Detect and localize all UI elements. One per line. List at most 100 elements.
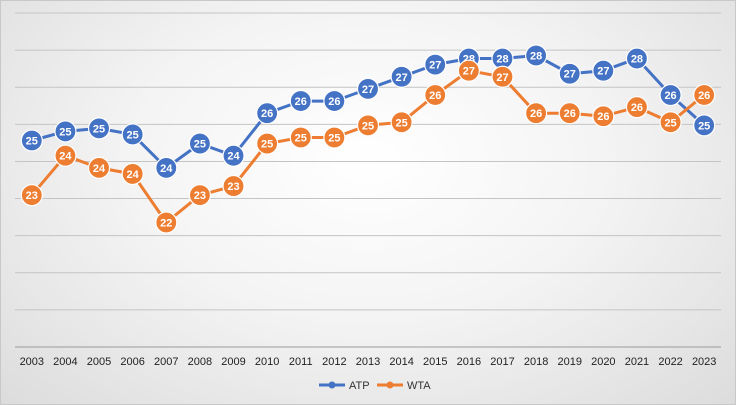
data-point bbox=[54, 144, 77, 167]
data-point bbox=[424, 53, 447, 76]
x-tick-label: 2010 bbox=[255, 356, 279, 368]
legend-label: ATP bbox=[349, 380, 370, 392]
data-point bbox=[693, 114, 716, 137]
data-point bbox=[20, 184, 43, 207]
data-label: 25 bbox=[395, 117, 407, 129]
legend-marker bbox=[328, 381, 336, 389]
data-label: 23 bbox=[194, 190, 206, 202]
x-tick-label: 2009 bbox=[221, 356, 245, 368]
data-label: 24 bbox=[160, 163, 173, 175]
data-point bbox=[524, 44, 548, 67]
data-label: 27 bbox=[362, 84, 374, 96]
legend: ATP WTA bbox=[319, 380, 431, 392]
data-point bbox=[87, 156, 111, 179]
x-tick-label: 2007 bbox=[154, 356, 178, 368]
data-label: 28 bbox=[631, 54, 643, 66]
data-label: 26 bbox=[429, 90, 441, 102]
data-label: 25 bbox=[127, 129, 139, 141]
x-tick-label: 2023 bbox=[692, 356, 716, 368]
data-point bbox=[524, 102, 548, 125]
data-label: 24 bbox=[127, 169, 140, 181]
data-point bbox=[693, 83, 716, 107]
data-label: 27 bbox=[597, 66, 609, 78]
data-point bbox=[20, 129, 43, 152]
data-label: 25 bbox=[59, 126, 71, 138]
data-point bbox=[659, 83, 682, 107]
data-point bbox=[155, 156, 178, 179]
data-point bbox=[356, 114, 380, 137]
data-label: 25 bbox=[26, 136, 38, 148]
data-label: 27 bbox=[496, 72, 508, 84]
data-point bbox=[222, 174, 245, 198]
data-point bbox=[356, 77, 380, 101]
legend-marker bbox=[386, 381, 394, 389]
data-point bbox=[558, 62, 581, 85]
data-point bbox=[323, 89, 346, 113]
data-point bbox=[256, 102, 279, 125]
data-point bbox=[188, 132, 212, 155]
x-tick-label: 2012 bbox=[322, 356, 346, 368]
data-point bbox=[121, 162, 144, 186]
data-label: 28 bbox=[530, 51, 542, 63]
x-tick-label: 2016 bbox=[457, 356, 481, 368]
x-tick-label: 2008 bbox=[188, 356, 212, 368]
data-label: 25 bbox=[261, 139, 273, 151]
legend-label: WTA bbox=[407, 380, 431, 392]
data-point bbox=[625, 47, 649, 70]
data-label: 26 bbox=[564, 108, 576, 120]
data-label: 24 bbox=[59, 151, 72, 163]
data-label: 26 bbox=[328, 96, 340, 108]
data-label: 23 bbox=[227, 181, 239, 193]
x-tick-label: 2019 bbox=[557, 356, 581, 368]
data-label: 24 bbox=[227, 151, 240, 163]
x-tick-label: 2020 bbox=[591, 356, 615, 368]
data-point bbox=[323, 126, 346, 149]
series-wta: 23 24 24 24 22 23 23 25 25 25 25 25 26 27 27 26 26 26 26 25… bbox=[20, 59, 716, 234]
data-label: 27 bbox=[395, 72, 407, 84]
data-label: 26 bbox=[664, 90, 676, 102]
data-point bbox=[659, 111, 682, 134]
data-label: 22 bbox=[160, 218, 172, 230]
data-label: 25 bbox=[295, 132, 307, 144]
data-point bbox=[592, 59, 615, 82]
data-label: 25 bbox=[194, 139, 206, 151]
data-point bbox=[625, 96, 649, 119]
data-label: 25 bbox=[362, 120, 374, 132]
data-point bbox=[121, 123, 144, 146]
x-axis: 2003 2004 2005 2006 2007 2008 2009 2010 2011 2012… bbox=[20, 356, 717, 368]
x-tick-label: 2017 bbox=[490, 356, 514, 368]
legend-item-atp: ATP bbox=[319, 380, 370, 392]
data-point bbox=[592, 105, 615, 128]
data-label: 26 bbox=[261, 108, 273, 120]
x-tick-label: 2003 bbox=[20, 356, 44, 368]
data-point bbox=[390, 65, 413, 88]
data-label: 24 bbox=[93, 163, 106, 175]
data-label: 27 bbox=[463, 66, 475, 78]
data-label: 27 bbox=[429, 60, 441, 72]
data-point bbox=[390, 111, 413, 134]
data-point bbox=[289, 89, 312, 113]
data-point bbox=[491, 65, 514, 88]
data-point bbox=[188, 184, 212, 207]
legend-item-wta: WTA bbox=[377, 380, 431, 392]
data-point bbox=[222, 144, 245, 167]
data-point bbox=[155, 211, 178, 234]
data-point bbox=[457, 59, 480, 82]
x-tick-label: 2006 bbox=[120, 356, 144, 368]
gridlines bbox=[15, 12, 721, 348]
data-point bbox=[558, 102, 581, 125]
data-label: 26 bbox=[698, 90, 710, 102]
data-label: 25 bbox=[664, 117, 676, 129]
x-tick-label: 2011 bbox=[289, 356, 313, 368]
data-label: 28 bbox=[496, 54, 508, 66]
data-label: 26 bbox=[295, 96, 307, 108]
x-tick-label: 2018 bbox=[524, 356, 548, 368]
x-tick-label: 2021 bbox=[625, 356, 649, 368]
data-point bbox=[54, 120, 77, 143]
data-label: 25 bbox=[328, 132, 340, 144]
data-point bbox=[289, 126, 312, 149]
data-label: 25 bbox=[698, 120, 710, 132]
data-label: 27 bbox=[564, 69, 576, 81]
